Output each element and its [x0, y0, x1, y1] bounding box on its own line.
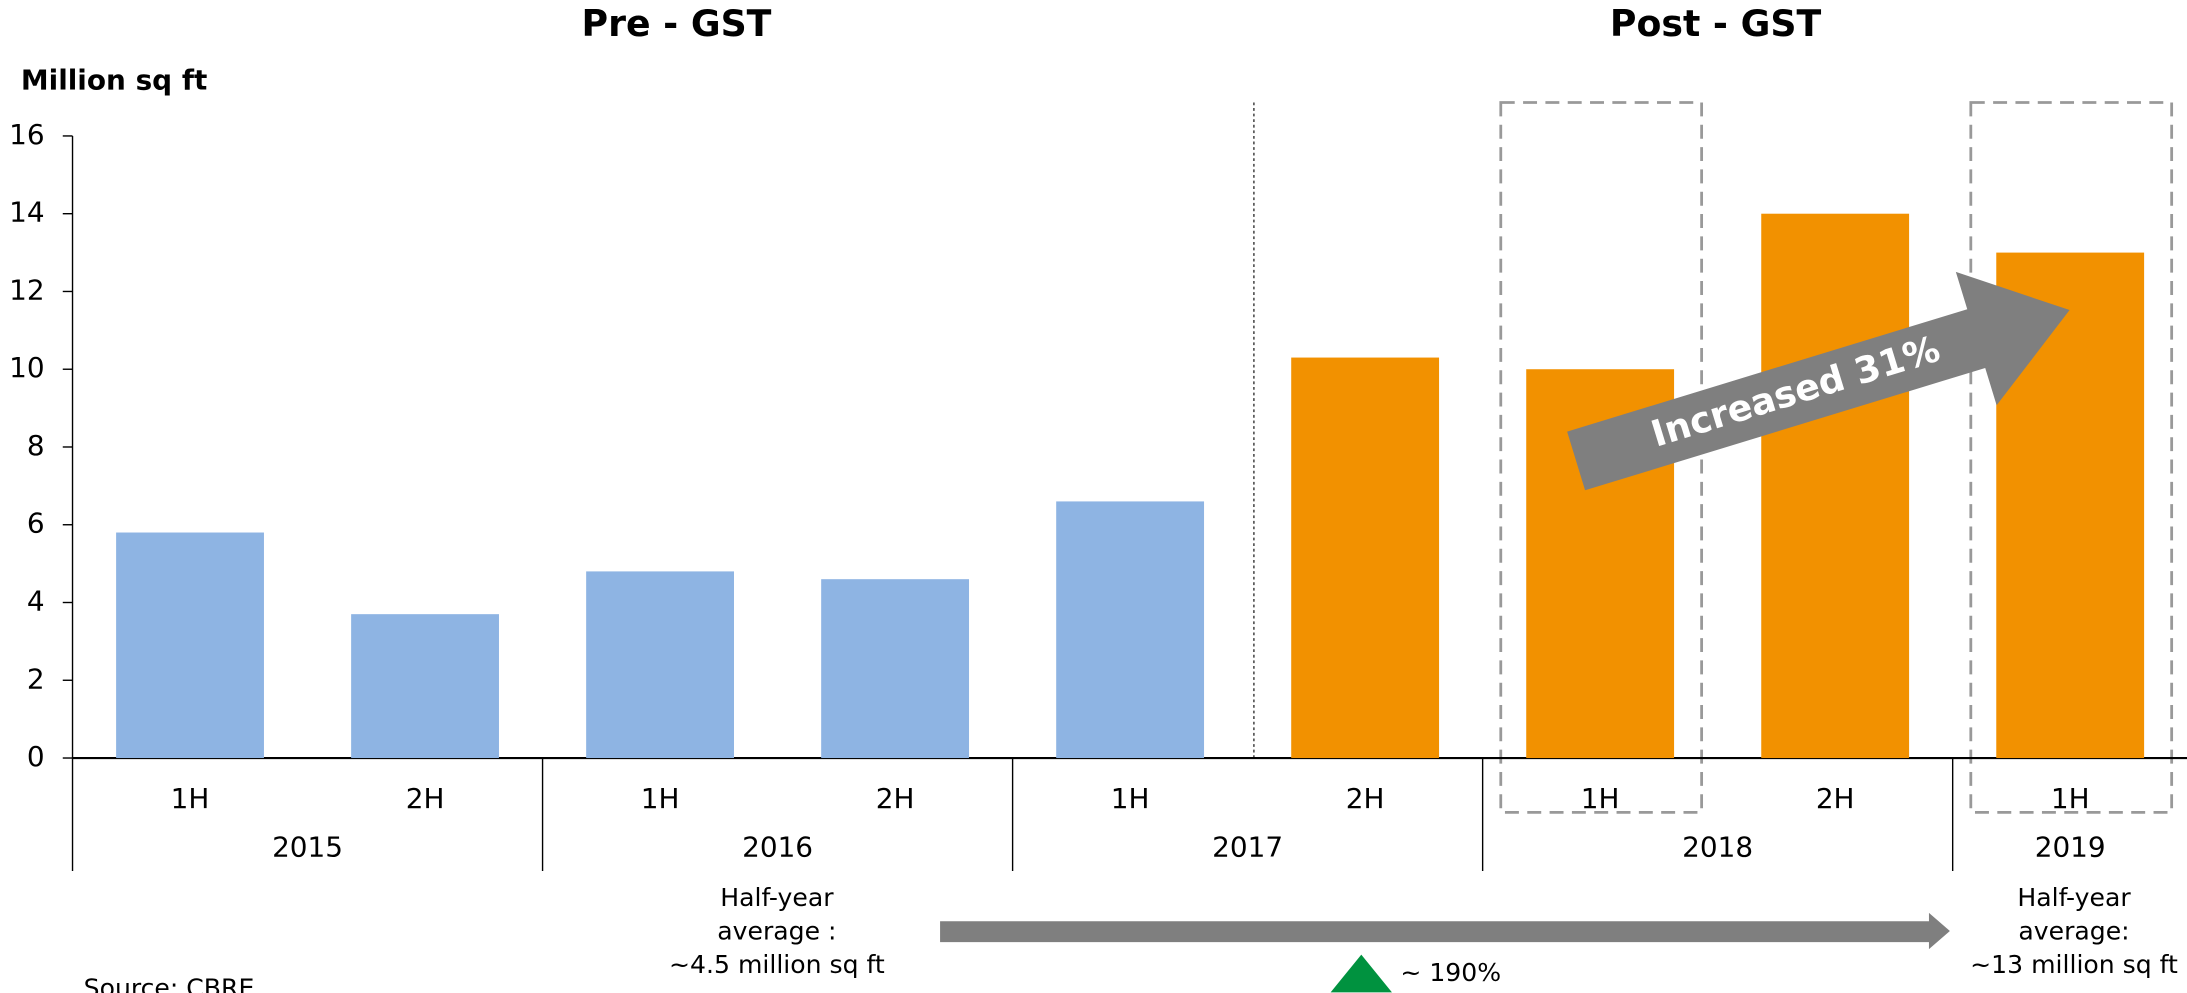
y-tick-label: 6	[27, 507, 45, 540]
y-tick-label: 4	[27, 585, 45, 618]
x-tick-label: 1H	[2051, 782, 2090, 815]
annotation: average:	[2018, 916, 2129, 945]
highlight-box	[1969, 101, 2174, 814]
bar	[116, 532, 264, 759]
y-tick-label: 10	[9, 351, 44, 384]
annotation: ~13 million sq ft	[1970, 950, 2178, 979]
annotation: Half-year	[2017, 883, 2131, 912]
bar	[1761, 213, 1910, 759]
group-label: 2017	[1212, 831, 1283, 864]
arrow-shape	[1567, 271, 2070, 491]
growth-arrow	[940, 912, 1950, 950]
chart-title: Post - GST	[1610, 2, 1822, 45]
y-tick-label: 12	[9, 273, 44, 306]
group-label: 2018	[1682, 831, 1753, 864]
up-triangle	[1330, 954, 1392, 993]
plot: 0 2 4 6 8 10 12 14 16 1H 2H 2015 1H 2H 2016 1H 2H 2017 1H 2…	[9, 118, 2187, 871]
x-tick-label: 2H	[1346, 782, 1385, 815]
y-tick-label: 2	[27, 662, 45, 695]
bar	[351, 614, 499, 759]
x-tick-label: 1H	[171, 782, 210, 815]
y-tick-label: 0	[27, 740, 45, 773]
highlight-box	[1499, 101, 1704, 814]
annotation: ~ 190%	[1400, 958, 1501, 987]
group-label: 2015	[272, 831, 343, 864]
bar	[1291, 357, 1440, 759]
x-tick-label: 2H	[406, 782, 445, 815]
x-tick-label: 1H	[1111, 782, 1150, 815]
annotation: average :	[717, 916, 836, 945]
x-tick-label: 2H	[876, 782, 915, 815]
y-tick-label: 14	[9, 196, 44, 229]
chart-title: Pre - GST	[582, 2, 772, 45]
bar	[821, 579, 970, 759]
annotation: Half-year	[720, 883, 834, 912]
x-tick-label: 1H	[1581, 782, 1620, 815]
x-tick-label: 2H	[1816, 782, 1855, 815]
bar	[586, 571, 734, 759]
group-label: 2019	[2035, 831, 2106, 864]
y-tick-label: 8	[27, 429, 45, 462]
x-tick-label: 1H	[641, 782, 680, 815]
annotation: ~4.5 million sq ft	[669, 950, 885, 979]
source: Source: CBRE	[84, 974, 255, 993]
bar	[1056, 501, 1205, 759]
group-label: 2016	[742, 831, 813, 864]
y-axis-label: Million sq ft	[21, 64, 207, 97]
y-tick-label: 16	[9, 118, 44, 151]
